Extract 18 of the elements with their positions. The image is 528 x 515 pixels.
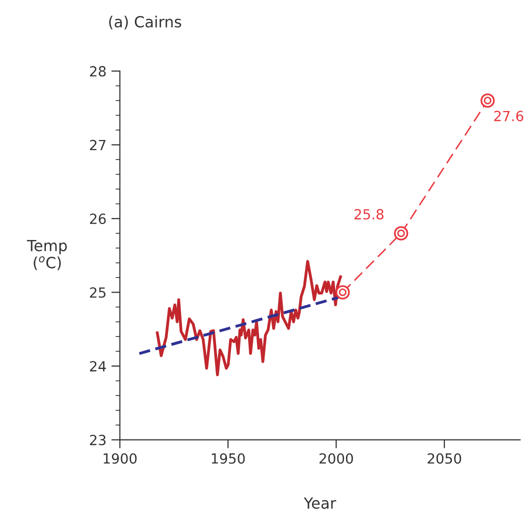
x-tick-label: 1900 bbox=[104, 453, 137, 464]
y-tick-label: 24 bbox=[90, 361, 106, 372]
x-axis-title: Year bbox=[304, 497, 336, 509]
data-label: 25.8 bbox=[354, 209, 384, 220]
x-tick-label: 1950 bbox=[212, 453, 245, 464]
point bbox=[394, 226, 408, 240]
y-axis-title: Temp ($^{o}$C) bbox=[26, 240, 67, 270]
data-label: 27.6 bbox=[494, 110, 524, 122]
y-tick-label: 25 bbox=[90, 287, 106, 298]
point bbox=[336, 285, 350, 300]
y-tick-label: 28 bbox=[90, 66, 106, 77]
y-tick-label: 26 bbox=[90, 214, 106, 224]
y-tick-label: 23 bbox=[90, 434, 106, 446]
chart-title: (a) Cairns bbox=[109, 16, 182, 30]
y-tick-label: 27 bbox=[90, 140, 106, 150]
x-tick-label: 2000 bbox=[320, 453, 353, 464]
x-tick-label: 2050 bbox=[428, 453, 462, 464]
point bbox=[480, 93, 495, 108]
